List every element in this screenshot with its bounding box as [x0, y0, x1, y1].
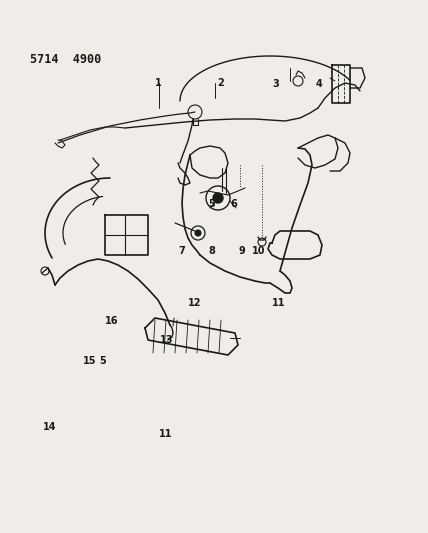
- Circle shape: [213, 193, 223, 203]
- Text: 14: 14: [42, 423, 56, 432]
- Text: 4: 4: [315, 79, 322, 88]
- Text: 9: 9: [238, 246, 245, 255]
- Text: 13: 13: [160, 335, 174, 345]
- Text: 11: 11: [271, 298, 285, 308]
- Text: 5: 5: [208, 199, 215, 208]
- Text: 6: 6: [230, 199, 237, 208]
- Text: 2: 2: [217, 78, 224, 87]
- Text: 8: 8: [208, 246, 215, 255]
- Text: 3: 3: [273, 79, 279, 88]
- Text: 1: 1: [155, 78, 162, 87]
- Text: 16: 16: [104, 316, 118, 326]
- Text: 5: 5: [99, 357, 106, 366]
- Text: 15: 15: [83, 357, 97, 366]
- Circle shape: [195, 230, 201, 236]
- Text: 7: 7: [178, 246, 185, 255]
- Text: 10: 10: [252, 246, 266, 255]
- Text: 11: 11: [159, 430, 173, 439]
- Text: 12: 12: [188, 298, 202, 308]
- Text: 5714  4900: 5714 4900: [30, 53, 101, 66]
